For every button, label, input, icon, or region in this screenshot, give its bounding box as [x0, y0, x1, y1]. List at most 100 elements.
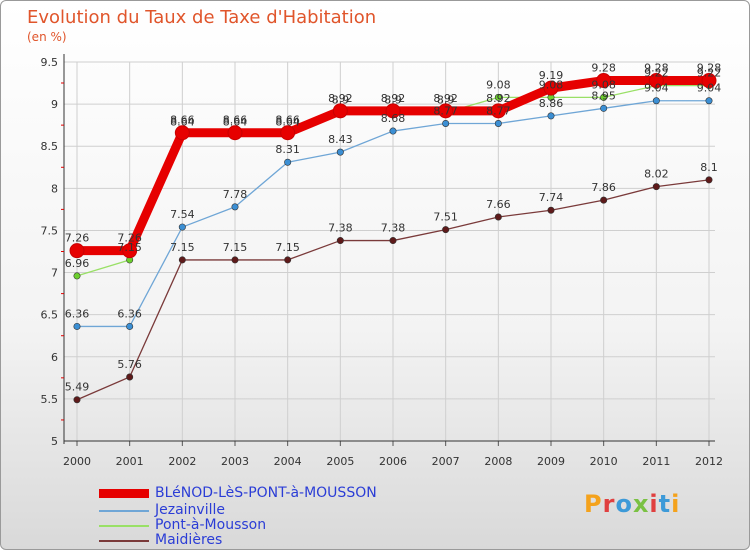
data-label: 7.38: [328, 222, 353, 235]
y-tick-label: 8: [51, 182, 58, 195]
data-label: 9.19: [539, 69, 564, 82]
data-point: [178, 223, 186, 231]
logo-letter: r: [602, 490, 616, 518]
data-point: [178, 256, 186, 264]
data-label: 7.15: [275, 241, 300, 254]
data-point: [332, 103, 348, 119]
data-point: [652, 183, 660, 191]
proxiti-logo: Proxiti: [584, 490, 680, 518]
data-label: 8.64: [275, 115, 300, 128]
data-point: [494, 119, 502, 127]
data-point: [227, 125, 243, 141]
data-label: 8.66: [170, 114, 195, 127]
data-label: 9.04: [697, 82, 722, 95]
logo-letter: i: [649, 490, 659, 518]
data-label: 9.28: [591, 62, 616, 75]
data-point: [600, 104, 608, 112]
y-tick-label: 9.5: [41, 56, 59, 69]
data-label: 6.36: [65, 307, 90, 320]
data-label: 7.15: [223, 241, 248, 254]
data-point: [389, 127, 397, 135]
data-point: [336, 237, 344, 245]
data-point: [543, 80, 559, 96]
data-label: 8.77: [433, 104, 458, 117]
data-label: 6.96: [65, 257, 90, 270]
data-point: [442, 226, 450, 234]
data-point: [494, 213, 502, 221]
data-label: 8.92: [381, 92, 406, 105]
data-point: [494, 93, 502, 101]
x-tick-label: 2006: [379, 455, 407, 468]
data-label: 7.54: [170, 208, 195, 221]
data-label: 8.64: [223, 115, 248, 128]
y-tick-label: 7.5: [41, 224, 59, 237]
data-point: [442, 119, 450, 127]
data-point: [385, 103, 401, 119]
logo-letter: i: [671, 490, 681, 518]
y-tick-label: 6: [51, 351, 58, 364]
data-point: [231, 256, 239, 264]
data-point: [701, 73, 717, 89]
data-label: 9.22: [644, 67, 669, 80]
chart-subtitle: (en %): [27, 30, 67, 44]
data-label: 9.08: [539, 78, 564, 91]
data-point: [73, 272, 81, 280]
data-point: [652, 97, 660, 105]
logo-letter: t: [658, 490, 672, 518]
data-point: [284, 158, 292, 166]
legend-swatch: [99, 525, 149, 527]
data-point: [231, 203, 239, 211]
data-label: 8.68: [381, 112, 406, 125]
data-label: 9.28: [697, 62, 722, 75]
data-label: 9.22: [697, 67, 722, 80]
data-point: [122, 243, 138, 259]
axes: 5 5.5 6 6.5 7 7.5 8 8.5 9 9.5 2000 2001 2002 2003 2004…: [41, 54, 723, 468]
y-tick-label: 7: [51, 267, 58, 280]
data-labels: 7.26 7.26 8.66 8.66 8.66 8.92 8.92 8.92 8.92 9.19…: [65, 62, 722, 394]
data-label: 8.92: [486, 92, 511, 105]
data-label: 9.08: [486, 78, 511, 91]
data-point: [389, 237, 397, 245]
data-label: 7.86: [591, 181, 616, 194]
data-label: 8.95: [591, 89, 616, 102]
x-tick-label: 2007: [432, 455, 460, 468]
data-point: [705, 176, 713, 184]
logo-letter: o: [615, 490, 633, 518]
data-point: [600, 93, 608, 101]
legend-label: Jezainville: [155, 502, 225, 518]
data-point: [126, 322, 134, 330]
x-tick-label: 2001: [116, 455, 144, 468]
x-tick-label: 2004: [274, 455, 302, 468]
data-label: 7.26: [65, 232, 90, 245]
data-point: [490, 103, 506, 119]
legend-swatch: [99, 489, 149, 498]
x-tick-label: 2012: [695, 455, 723, 468]
legend-swatch: [99, 510, 149, 512]
data-label: 8.02: [644, 168, 669, 181]
data-label: 8.66: [223, 114, 248, 127]
data-label: 7.51: [433, 211, 458, 224]
data-label: 7.15: [170, 241, 195, 254]
data-label: 7.74: [539, 191, 564, 204]
y-tick-label: 9: [51, 98, 58, 111]
data-point: [284, 256, 292, 264]
x-tick-label: 2011: [642, 455, 670, 468]
data-point: [596, 73, 612, 89]
x-tick-label: 2000: [63, 455, 91, 468]
data-label: 8.64: [170, 115, 195, 128]
data-label: 8.92: [328, 92, 353, 105]
x-tick-label: 2002: [168, 455, 196, 468]
data-point: [280, 125, 296, 141]
data-label: 9.04: [644, 82, 669, 95]
data-point: [73, 396, 81, 404]
legend-label: Maidières: [155, 532, 223, 548]
x-tick-label: 2009: [537, 455, 565, 468]
legend-label: Pont-à-Mousson: [155, 517, 267, 533]
data-point: [705, 97, 713, 105]
data-label: 8.92: [433, 92, 458, 105]
y-tick-label: 5: [51, 435, 58, 448]
data-point: [69, 243, 85, 259]
data-label: 5.49: [65, 381, 90, 394]
data-label: 9.08: [591, 78, 616, 91]
chart-title: Evolution du Taux de Taxe d'Habitation: [27, 7, 377, 28]
